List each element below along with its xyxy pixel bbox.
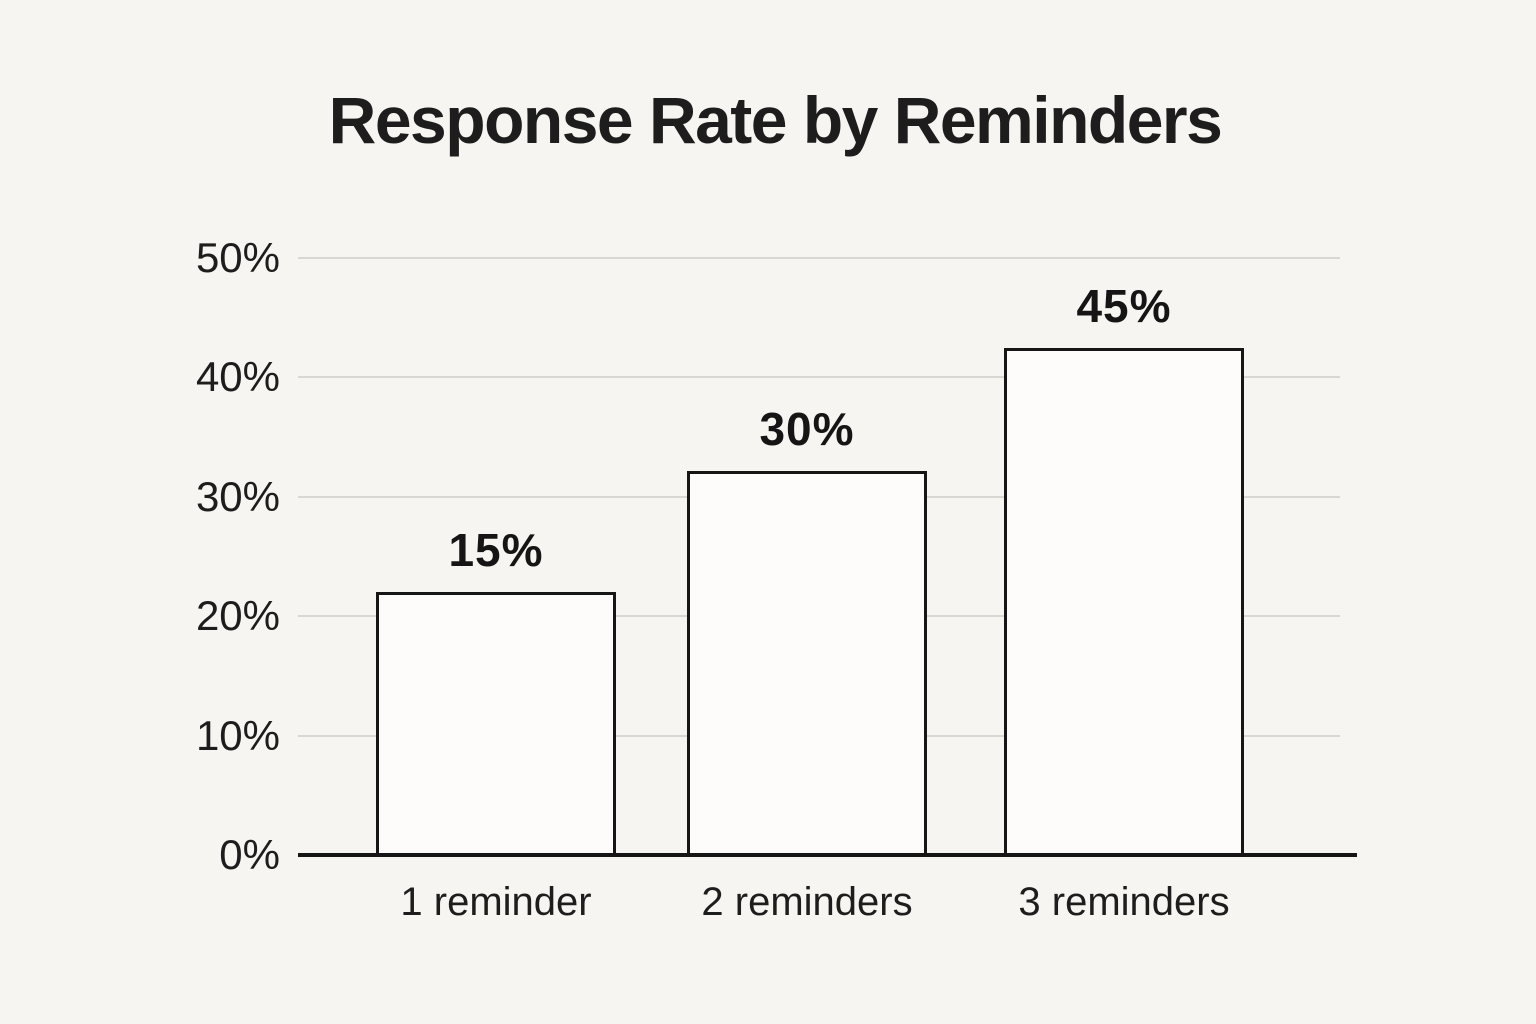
gridline: [298, 376, 1340, 379]
gridline: [298, 257, 1340, 259]
y-tick-label: 20%: [195, 592, 280, 640]
x-category-label: 2 reminders: [701, 880, 913, 924]
x-category-label: 3 reminders: [1018, 880, 1230, 924]
x-axis-line: [298, 853, 1357, 857]
y-tick-label: 50%: [195, 234, 280, 281]
bar-value-label: 45%: [1076, 279, 1172, 332]
bar-value-label: 30%: [759, 402, 855, 455]
bar: [1004, 347, 1244, 857]
bar-value-label: 15%: [448, 524, 544, 577]
bar: [376, 592, 616, 857]
y-tick-label: 0%: [219, 831, 280, 878]
y-tick-label: 10%: [195, 711, 280, 759]
x-category-label: 1 reminder: [400, 880, 592, 924]
chart-title: Response Rate by Reminders: [328, 83, 1223, 157]
y-tick-label: 40%: [195, 353, 280, 401]
y-tick-label: 30%: [195, 472, 280, 520]
bar: [687, 470, 927, 857]
